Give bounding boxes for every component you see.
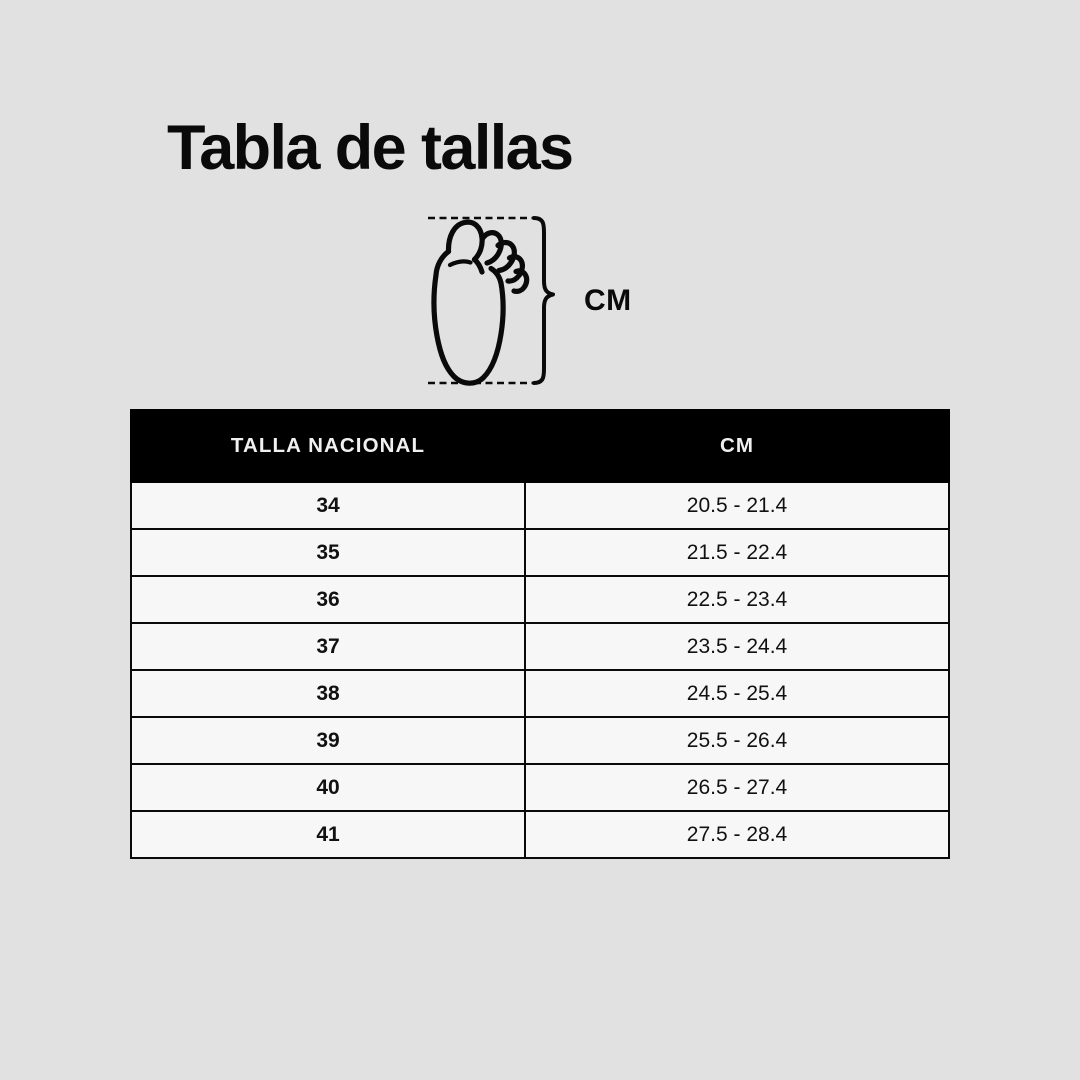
table-row: 35 21.5 - 22.4	[130, 528, 950, 577]
cell-size: 38	[130, 669, 526, 718]
cell-size: 37	[130, 622, 526, 671]
column-header-talla-nacional: TALLA NACIONAL	[130, 409, 526, 483]
cell-cm: 24.5 - 25.4	[524, 669, 950, 718]
cell-size: 40	[130, 763, 526, 812]
cm-measure-label: CM	[584, 284, 632, 317]
foot-outline-icon	[431, 219, 530, 386]
cell-size: 35	[130, 528, 526, 577]
measurement-brace	[532, 216, 555, 385]
cell-size: 39	[130, 716, 526, 765]
cell-cm: 26.5 - 27.4	[524, 763, 950, 812]
table-header-row: TALLA NACIONAL CM	[130, 409, 950, 483]
page-title: Tabla de tallas	[167, 113, 574, 183]
cell-cm: 25.5 - 26.4	[524, 716, 950, 765]
column-header-cm: CM	[524, 409, 950, 483]
table-row: 40 26.5 - 27.4	[130, 763, 950, 812]
size-chart-table: TALLA NACIONAL CM 34 20.5 - 21.4 35 21.5…	[130, 409, 950, 859]
cell-size: 34	[130, 481, 526, 530]
table-row: 39 25.5 - 26.4	[130, 716, 950, 765]
table-row: 37 23.5 - 24.4	[130, 622, 950, 671]
table-row: 36 22.5 - 23.4	[130, 575, 950, 624]
foot-measurement-diagram	[410, 205, 670, 395]
cell-cm: 27.5 - 28.4	[524, 810, 950, 859]
cell-cm: 20.5 - 21.4	[524, 481, 950, 530]
cell-size: 41	[130, 810, 526, 859]
cell-size: 36	[130, 575, 526, 624]
table-row: 38 24.5 - 25.4	[130, 669, 950, 718]
cell-cm: 22.5 - 23.4	[524, 575, 950, 624]
table-row: 41 27.5 - 28.4	[130, 810, 950, 859]
cell-cm: 21.5 - 22.4	[524, 528, 950, 577]
cell-cm: 23.5 - 24.4	[524, 622, 950, 671]
table-row: 34 20.5 - 21.4	[130, 481, 950, 530]
